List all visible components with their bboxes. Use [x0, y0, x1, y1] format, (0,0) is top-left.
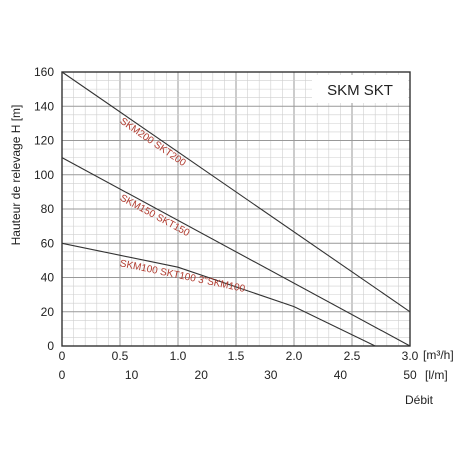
y-tick-label: 100 — [34, 168, 54, 182]
series-label-3: SKM100 SKT100 3"SKM100 — [119, 258, 247, 295]
x-tick-label-primary: 1.5 — [228, 349, 245, 363]
y-tick-label: 20 — [41, 305, 55, 319]
x-tick-label-secondary: 30 — [264, 368, 278, 382]
y-axis-label: Hauteur de relevage H [m] — [9, 105, 23, 246]
x-tick-label-primary: 3.0 — [402, 349, 419, 363]
chart-title: SKM SKT — [327, 82, 393, 99]
y-tick-label: 40 — [41, 271, 55, 285]
y-tick-label: 120 — [34, 134, 54, 148]
x-axis-label: Débit — [405, 393, 434, 407]
x-tick-label-secondary: 0 — [59, 368, 66, 382]
y-tick-label: 160 — [34, 65, 54, 79]
x-tick-label-primary: 2.0 — [286, 349, 303, 363]
x-unit-secondary: [l/m] — [425, 368, 448, 382]
x-tick-label-primary: 0 — [59, 349, 66, 363]
series-label-1: SKM200 SKT200 — [118, 116, 188, 169]
x-tick-label-secondary: 10 — [125, 368, 139, 382]
series-line-3 — [61, 242, 376, 347]
x-tick-label-primary: 2.5 — [344, 349, 361, 363]
x-tick-label-secondary: 20 — [195, 368, 209, 382]
x-tick-label-secondary: 40 — [334, 368, 348, 382]
y-tick-label: 0 — [47, 339, 54, 353]
y-tick-label: 80 — [41, 202, 55, 216]
series-line-1 — [61, 71, 411, 313]
x-tick-label-secondary: 50 — [403, 368, 417, 382]
plot-frame — [61, 71, 411, 347]
x-tick-label-primary: 1.0 — [170, 349, 187, 363]
title-box — [312, 75, 408, 103]
axes — [61, 71, 411, 347]
grid — [61, 71, 411, 347]
x-tick-label-primary: 0.5 — [112, 349, 129, 363]
y-tick-label: 60 — [41, 236, 55, 250]
y-tick-label: 140 — [34, 99, 54, 113]
series-line-2 — [61, 157, 411, 347]
x-unit-primary: [m³/h] — [423, 348, 454, 362]
